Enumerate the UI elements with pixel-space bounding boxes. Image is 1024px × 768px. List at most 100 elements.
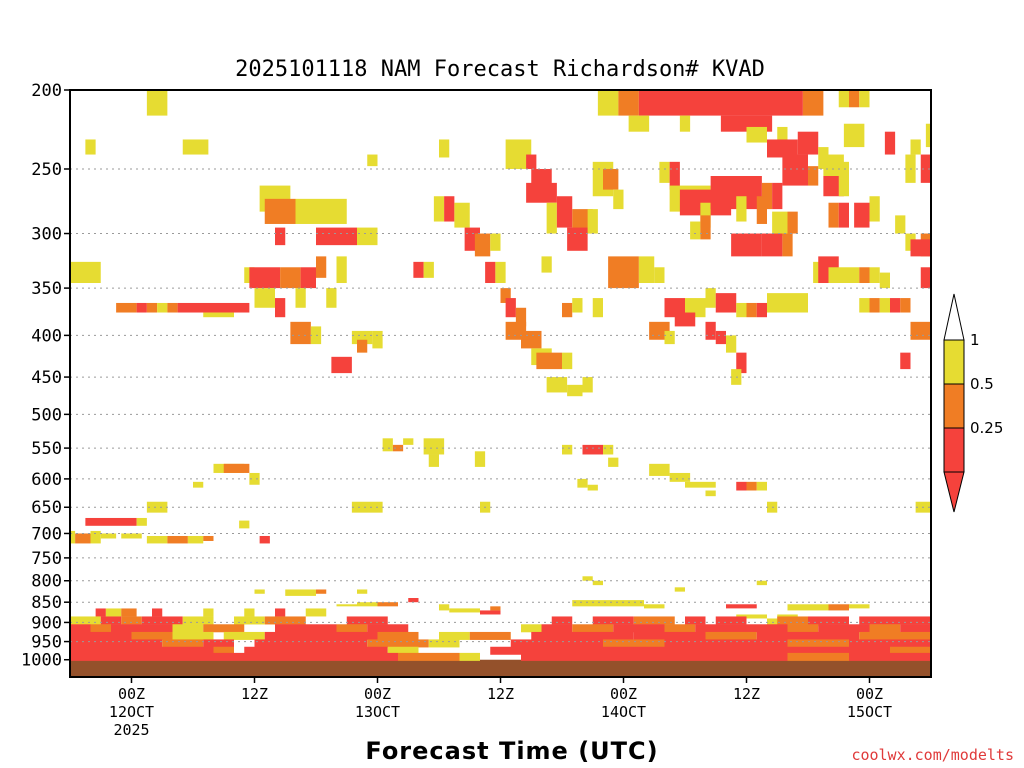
heatmap-cell: [572, 600, 644, 607]
boundary-layer-cell: [182, 616, 214, 625]
colorbar-legend: 1 0.5 0.25: [943, 293, 1003, 513]
heatmap-cell: [357, 602, 378, 607]
heatmap-cell: [592, 298, 603, 318]
heatmap-cell: [449, 608, 480, 613]
heatmap-cell: [577, 478, 588, 488]
heatmap-cell: [249, 267, 281, 289]
boundary-layer-cell: [213, 646, 234, 655]
heatmap-cell: [638, 256, 655, 284]
heatmap-cell: [316, 256, 327, 278]
colorbar-bin: [943, 339, 965, 385]
heatmap-cell: [649, 463, 670, 476]
boundary-layer-cell: [131, 631, 173, 640]
boundary-layer-cell: [387, 646, 419, 655]
heatmap-cell: [849, 604, 870, 609]
heatmap-cell: [772, 211, 788, 236]
heatmap-cell: [562, 444, 573, 455]
y-tick-label: 600: [31, 470, 62, 490]
heatmap-cell: [782, 154, 808, 186]
boundary-layer-cell: [377, 631, 419, 640]
colorbar-bin: [943, 383, 965, 429]
heatmap-cell: [838, 161, 849, 177]
x-tick-label: 13OCT: [355, 703, 400, 721]
heatmap-cell: [736, 481, 747, 491]
heatmap-cell: [715, 293, 737, 313]
heatmap-cell: [177, 302, 250, 313]
heatmap-cell: [920, 267, 931, 289]
boundary-layer-cell: [490, 646, 562, 655]
heatmap-cell: [690, 221, 701, 240]
boundary-layer-cell: [90, 624, 111, 633]
heatmap-cell: [731, 233, 762, 257]
x-tick-label: 15OCT: [847, 703, 892, 721]
heatmap-cell: [890, 298, 901, 313]
y-tick-label: 800: [31, 572, 62, 592]
heatmap-cell: [480, 610, 501, 615]
boundary-layer-cell: [234, 616, 265, 625]
heatmap-cell: [772, 182, 783, 210]
heatmap-cell: [521, 330, 542, 349]
heatmap-cell: [859, 298, 870, 313]
heatmap-cell: [582, 576, 593, 581]
heatmap-cell: [367, 154, 378, 167]
boundary-layer-cell: [859, 616, 890, 625]
boundary-layer-cell: [592, 616, 634, 625]
boundary-layer-cell: [715, 616, 747, 625]
boundary-layer-cell: [70, 631, 132, 640]
heatmap-cell: [884, 131, 896, 155]
heatmap-cell: [761, 233, 783, 257]
heatmap-cell: [454, 202, 470, 228]
heatmap-cell: [608, 256, 639, 289]
heatmap-cell: [290, 321, 311, 345]
heatmap-cell: [782, 233, 793, 257]
heatmap-cell: [787, 604, 829, 611]
heatmap-cell: [787, 211, 798, 234]
boundary-layer-cell: [223, 631, 265, 640]
boundary-layer-cell: [428, 639, 460, 648]
boundary-layer-cell: [664, 639, 726, 648]
x-tick-label: 00Z: [118, 685, 145, 703]
boundary-layer-cell: [70, 646, 173, 655]
boundary-layer-cell: [141, 616, 183, 625]
heatmap-cell: [439, 604, 450, 611]
boundary-layer-cell: [633, 631, 706, 640]
heatmap-cell: [275, 298, 286, 318]
heatmap-cell: [280, 267, 301, 289]
boundary-layer-cell: [234, 652, 398, 661]
heatmap-cell: [167, 302, 178, 313]
heatmap-cell: [182, 139, 209, 155]
boundary-layer-cell: [152, 608, 163, 617]
boundary-layer-cell: [70, 616, 101, 625]
boundary-layer-cell: [777, 616, 808, 625]
heatmap-cell: [808, 166, 819, 186]
boundary-layer-cell: [808, 646, 890, 655]
heatmap-cell: [85, 517, 137, 526]
y-tick-label: 400: [31, 326, 62, 346]
boundary-layer-cell: [726, 639, 788, 648]
heatmap-cell: [828, 267, 860, 284]
y-tick-label: 200: [31, 81, 62, 101]
heatmap-cell: [756, 481, 767, 491]
heatmap-cell: [444, 196, 455, 222]
heatmap-cell: [700, 202, 711, 228]
heatmap-cell: [505, 298, 516, 318]
heatmap-cell: [392, 444, 404, 452]
heatmap-cell: [925, 123, 931, 148]
boundary-layer-cell: [900, 624, 931, 633]
heatmap-cell: [264, 198, 296, 224]
boundary-layer-cell: [869, 624, 901, 633]
heatmap-cell: [843, 123, 865, 148]
heatmap-cell: [736, 196, 747, 222]
boundary-layer-cell: [336, 646, 388, 655]
colorbar-top-arrow: [943, 293, 965, 341]
heatmap-cell: [756, 196, 767, 224]
heatmap-cell: [285, 589, 316, 596]
boundary-layer-cell: [295, 639, 368, 648]
heatmap-cell: [582, 377, 593, 393]
colorbar-bin: [943, 427, 965, 473]
boundary-layer-cell: [603, 639, 665, 648]
heatmap-cell: [802, 90, 824, 116]
heatmap-cell: [254, 589, 265, 594]
heatmap-cell: [495, 261, 506, 284]
heatmap-cell: [685, 481, 716, 488]
